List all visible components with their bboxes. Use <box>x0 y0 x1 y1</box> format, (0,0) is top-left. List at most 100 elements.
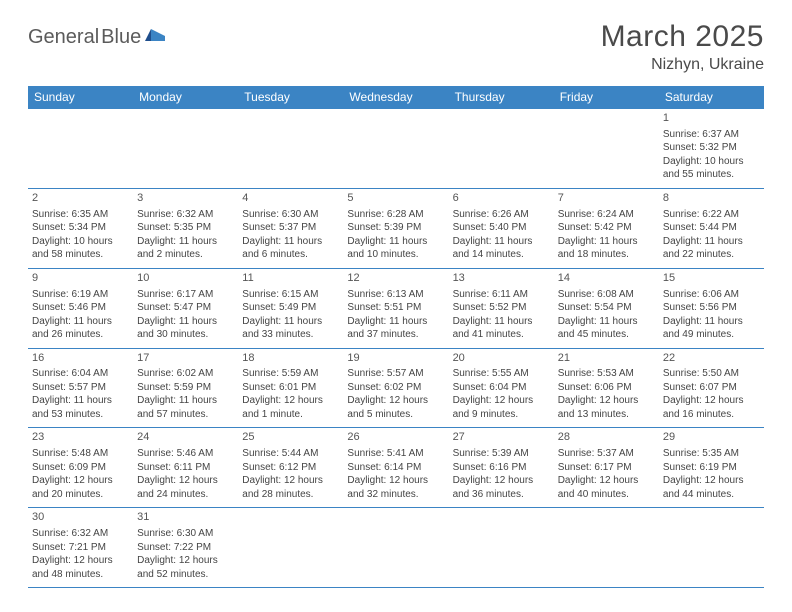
sunrise-text: Sunrise: 5:35 AM <box>663 447 760 461</box>
daylight-text: Daylight: 12 hours and 20 minutes. <box>32 474 129 501</box>
day-number: 19 <box>347 351 444 366</box>
sunrise-text: Sunrise: 6:37 AM <box>663 128 760 142</box>
calendar-cell: 4Sunrise: 6:30 AMSunset: 5:37 PMDaylight… <box>238 188 343 268</box>
sunset-text: Sunset: 7:21 PM <box>32 541 129 555</box>
logo-text-blue: Blue <box>101 26 141 49</box>
sunrise-text: Sunrise: 6:04 AM <box>32 367 129 381</box>
sunset-text: Sunset: 5:57 PM <box>32 381 129 395</box>
sunset-text: Sunset: 5:49 PM <box>242 301 339 315</box>
day-number: 24 <box>137 430 234 445</box>
calendar-cell: 22Sunrise: 5:50 AMSunset: 6:07 PMDayligh… <box>659 348 764 428</box>
calendar-cell: 17Sunrise: 6:02 AMSunset: 5:59 PMDayligh… <box>133 348 238 428</box>
calendar-cell: 11 Sunrise: 6:15 AMSunset: 5:49 PMDayligh… <box>238 268 343 348</box>
daylight-text: Daylight: 12 hours and 16 minutes. <box>663 394 760 421</box>
sunset-text: Sunset: 5:35 PM <box>137 221 234 235</box>
sunrise-text: Sunrise: 5:55 AM <box>453 367 550 381</box>
daylight-text: Daylight: 12 hours and 44 minutes. <box>663 474 760 501</box>
sunset-text: Sunset: 6:11 PM <box>137 461 234 475</box>
daylight-text: Daylight: 11 hours and 41 minutes. <box>453 315 550 342</box>
daylight-text: Daylight: 12 hours and 5 minutes. <box>347 394 444 421</box>
sunrise-text: Sunrise: 6:06 AM <box>663 288 760 302</box>
daylight-text: Daylight: 11 hours and 33 minutes. <box>242 315 339 342</box>
sunrise-text: Sunrise: 6:15 AM <box>242 288 339 302</box>
calendar-page: GeneralBlue March 2025 Nizhyn, Ukraine S… <box>0 0 792 608</box>
day-number: 30 <box>32 510 129 525</box>
calendar-cell: 12Sunrise: 6:13 AMSunset: 5:51 PMDayligh… <box>343 268 448 348</box>
day-header-row: SundayMondayTuesdayWednesdayThursdayFrid… <box>28 86 764 109</box>
sunrise-text: Sunrise: 5:59 AM <box>242 367 339 381</box>
calendar-week: 1Sunrise: 6:37 AMSunset: 5:32 PMDaylight… <box>28 109 764 189</box>
sunrise-text: Sunrise: 6:19 AM <box>32 288 129 302</box>
calendar-cell-empty <box>554 508 659 588</box>
calendar-cell-empty <box>449 109 554 189</box>
sunrise-text: Sunrise: 6:32 AM <box>137 208 234 222</box>
calendar-cell: 18Sunrise: 5:59 AMSunset: 6:01 PMDayligh… <box>238 348 343 428</box>
daylight-text: Daylight: 11 hours and 10 minutes. <box>347 235 444 262</box>
sunset-text: Sunset: 5:34 PM <box>32 221 129 235</box>
daylight-text: Daylight: 11 hours and 6 minutes. <box>242 235 339 262</box>
calendar-cell: 10Sunrise: 6:17 AMSunset: 5:47 PMDayligh… <box>133 268 238 348</box>
day-number: 11 <box>242 271 339 286</box>
day-number: 25 <box>242 430 339 445</box>
day-number: 28 <box>558 430 655 445</box>
day-number: 3 <box>137 191 234 206</box>
sunrise-text: Sunrise: 6:17 AM <box>137 288 234 302</box>
day-number: 8 <box>663 191 760 206</box>
calendar-cell: 31Sunrise: 6:30 AMSunset: 7:22 PMDayligh… <box>133 508 238 588</box>
calendar-week: 9Sunrise: 6:19 AMSunset: 5:46 PMDaylight… <box>28 268 764 348</box>
daylight-text: Daylight: 12 hours and 32 minutes. <box>347 474 444 501</box>
sunset-text: Sunset: 6:17 PM <box>558 461 655 475</box>
title-block: March 2025 Nizhyn, Ukraine <box>601 20 764 74</box>
calendar-cell: 28Sunrise: 5:37 AMSunset: 6:17 PMDayligh… <box>554 428 659 508</box>
calendar-cell-empty <box>554 109 659 189</box>
calendar-cell-empty <box>659 508 764 588</box>
day-number: 9 <box>32 271 129 286</box>
sunrise-text: Sunrise: 5:37 AM <box>558 447 655 461</box>
daylight-text: Daylight: 12 hours and 48 minutes. <box>32 554 129 581</box>
sunrise-text: Sunrise: 6:28 AM <box>347 208 444 222</box>
sunset-text: Sunset: 6:07 PM <box>663 381 760 395</box>
day-number: 22 <box>663 351 760 366</box>
calendar-week: 16Sunrise: 6:04 AMSunset: 5:57 PMDayligh… <box>28 348 764 428</box>
daylight-text: Daylight: 11 hours and 2 minutes. <box>137 235 234 262</box>
day-number: 10 <box>137 271 234 286</box>
day-number: 26 <box>347 430 444 445</box>
daylight-text: Daylight: 11 hours and 22 minutes. <box>663 235 760 262</box>
sunrise-text: Sunrise: 5:48 AM <box>32 447 129 461</box>
daylight-text: Daylight: 11 hours and 30 minutes. <box>137 315 234 342</box>
calendar-body: 1Sunrise: 6:37 AMSunset: 5:32 PMDaylight… <box>28 109 764 588</box>
calendar-week: 30Sunrise: 6:32 AMSunset: 7:21 PMDayligh… <box>28 508 764 588</box>
day-number: 15 <box>663 271 760 286</box>
sunrise-text: Sunrise: 5:57 AM <box>347 367 444 381</box>
sunset-text: Sunset: 6:16 PM <box>453 461 550 475</box>
sunrise-text: Sunrise: 5:39 AM <box>453 447 550 461</box>
calendar-head: SundayMondayTuesdayWednesdayThursdayFrid… <box>28 86 764 109</box>
day-header: Friday <box>554 86 659 109</box>
day-number: 21 <box>558 351 655 366</box>
calendar-cell: 29Sunrise: 5:35 AMSunset: 6:19 PMDayligh… <box>659 428 764 508</box>
calendar-cell-empty <box>238 508 343 588</box>
calendar-cell: 1Sunrise: 6:37 AMSunset: 5:32 PMDaylight… <box>659 109 764 189</box>
day-number: 7 <box>558 191 655 206</box>
daylight-text: Daylight: 11 hours and 45 minutes. <box>558 315 655 342</box>
location: Nizhyn, Ukraine <box>601 56 764 74</box>
day-number: 6 <box>453 191 550 206</box>
sunrise-text: Sunrise: 6:13 AM <box>347 288 444 302</box>
sunset-text: Sunset: 6:02 PM <box>347 381 444 395</box>
day-header: Sunday <box>28 86 133 109</box>
day-header: Wednesday <box>343 86 448 109</box>
calendar-cell: 26Sunrise: 5:41 AMSunset: 6:14 PMDayligh… <box>343 428 448 508</box>
calendar-cell-empty <box>238 109 343 189</box>
sunset-text: Sunset: 5:54 PM <box>558 301 655 315</box>
logo-text-gray: General <box>28 26 99 49</box>
sunrise-text: Sunrise: 5:50 AM <box>663 367 760 381</box>
daylight-text: Daylight: 12 hours and 52 minutes. <box>137 554 234 581</box>
sunset-text: Sunset: 5:59 PM <box>137 381 234 395</box>
day-number: 12 <box>347 271 444 286</box>
calendar-cell: 5Sunrise: 6:28 AMSunset: 5:39 PMDaylight… <box>343 188 448 268</box>
day-number: 14 <box>558 271 655 286</box>
day-header: Monday <box>133 86 238 109</box>
day-number: 1 <box>663 111 760 126</box>
calendar-cell-empty <box>28 109 133 189</box>
calendar-cell: 3 Sunrise: 6:32 AMSunset: 5:35 PMDaylight… <box>133 188 238 268</box>
